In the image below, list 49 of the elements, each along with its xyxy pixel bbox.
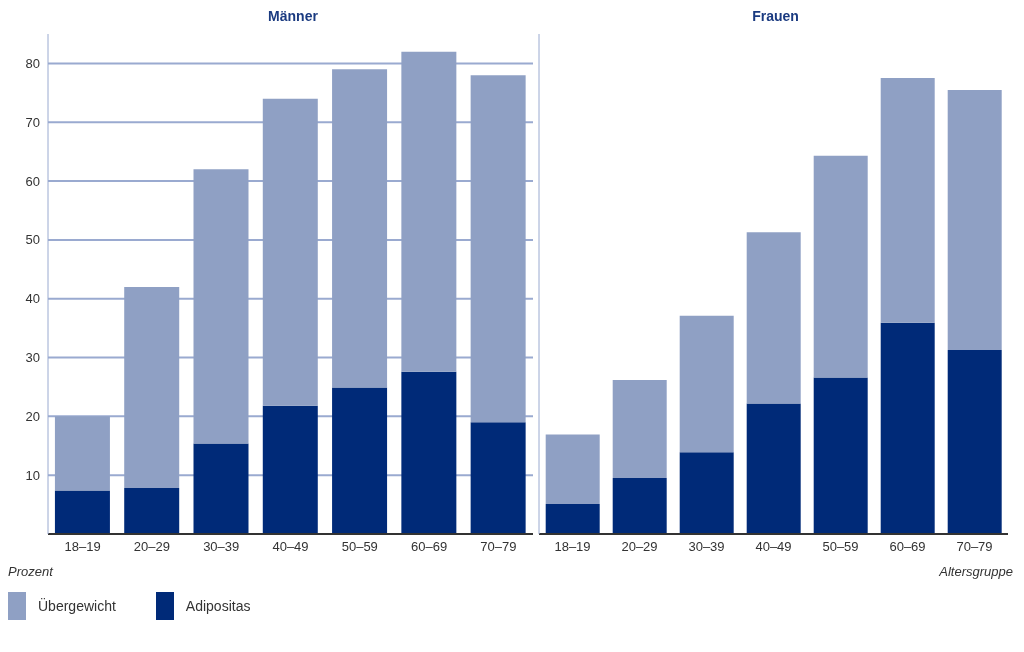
x-axis-title: Altersgruppe: [939, 564, 1013, 581]
bar: [545, 434, 600, 504]
chart-title: Frauen: [751, 8, 800, 24]
legend-label: Übergewicht: [38, 598, 116, 614]
bar: [612, 478, 667, 534]
bar: [679, 315, 734, 453]
x-tick-label: 60–69: [889, 539, 926, 555]
bar: [124, 488, 180, 534]
x-tick-label: 70–79: [480, 539, 517, 555]
x-tick-label: 50–59: [341, 539, 378, 555]
x-tick-label: 18–19: [554, 539, 591, 555]
chart-title: Männer: [267, 8, 319, 24]
bar: [332, 387, 388, 534]
bar: [947, 349, 1002, 534]
y-tick-label: 10: [25, 467, 40, 483]
y-tick-label: 60: [25, 173, 40, 189]
bar: [813, 155, 868, 378]
y-tick-label: 50: [25, 232, 40, 248]
bar: [54, 490, 110, 534]
bar: [746, 232, 801, 404]
bar: [746, 403, 801, 534]
bar: [813, 377, 868, 534]
x-tick-label: 30–39: [203, 539, 240, 555]
bar: [401, 371, 457, 534]
bar: [880, 322, 935, 534]
y-tick-label: 80: [25, 56, 40, 72]
x-tick-label: 20–29: [133, 539, 171, 555]
bar: [612, 379, 667, 479]
x-tick-label: 30–39: [688, 539, 725, 555]
x-tick-label: 60–69: [410, 539, 448, 555]
bar: [470, 422, 526, 534]
y-axis-title: Prozent: [8, 564, 53, 581]
bar: [262, 405, 318, 534]
y-tick-label: 40: [25, 291, 40, 307]
bar: [545, 504, 600, 534]
x-tick-label: 18–19: [64, 539, 101, 555]
y-tick-label: 30: [25, 350, 40, 366]
legend-label: Adipositas: [185, 598, 251, 614]
bar: [193, 443, 249, 534]
bar: [947, 89, 1002, 350]
x-tick-label: 40–49: [755, 539, 792, 555]
bar: [679, 452, 734, 534]
bar: [880, 78, 935, 323]
y-tick-label: 70: [25, 114, 40, 130]
y-tick-label: 20: [25, 408, 40, 424]
x-tick-label: 70–79: [956, 539, 993, 555]
x-tick-label: 50–59: [822, 539, 859, 555]
x-tick-label: 20–29: [621, 539, 658, 555]
x-tick-label: 40–49: [272, 539, 309, 555]
